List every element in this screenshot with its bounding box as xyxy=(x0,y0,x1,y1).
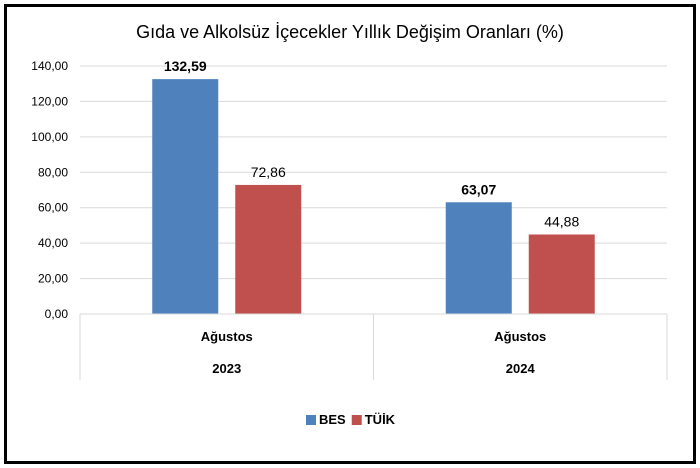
category-group-label: 2023 xyxy=(212,361,241,376)
bar-tüi̇k-0 xyxy=(235,184,302,314)
chart-frame xyxy=(4,4,696,464)
x-axis: Ağustos 2023 Ağustos 2024 xyxy=(79,313,668,380)
category-group-label: 2024 xyxy=(506,361,536,376)
bar-bes-0 xyxy=(152,79,219,315)
category-label: Ağustos xyxy=(201,329,253,344)
data-label: 72,86 xyxy=(251,164,286,180)
data-label: 132,59 xyxy=(164,58,207,74)
y-axis: 0,00 20,00 40,00 60,00 80,00 100,00 120,00 140,… xyxy=(31,59,68,321)
bar-tüi̇k-1 xyxy=(528,234,595,314)
legend: BES TÜİK xyxy=(306,412,396,427)
y-tick-label: 140,00 xyxy=(31,59,68,73)
y-tick-label: 0,00 xyxy=(45,307,69,321)
y-tick-label: 20,00 xyxy=(38,272,68,286)
y-tick-label: 40,00 xyxy=(38,236,68,250)
chart-title: Gıda ve Alkolsüz İçecekler Yıllık Değişi… xyxy=(136,22,564,42)
y-tick-label: 100,00 xyxy=(31,130,68,144)
y-tick-label: 120,00 xyxy=(31,94,68,108)
y-tick-label: 80,00 xyxy=(38,165,68,179)
legend-entry: BES xyxy=(319,412,346,427)
bar-bes-1 xyxy=(445,202,512,314)
category-label: Ağustos xyxy=(494,329,546,344)
legend-swatch xyxy=(351,415,362,425)
legend-entry: TÜİK xyxy=(365,412,396,427)
y-tick-label: 60,00 xyxy=(38,201,68,215)
bars: 132,59 72,86 63,07 44,88 xyxy=(152,58,595,315)
data-label: 63,07 xyxy=(461,181,496,197)
legend-swatch xyxy=(306,415,316,425)
data-label: 44,88 xyxy=(544,213,579,229)
